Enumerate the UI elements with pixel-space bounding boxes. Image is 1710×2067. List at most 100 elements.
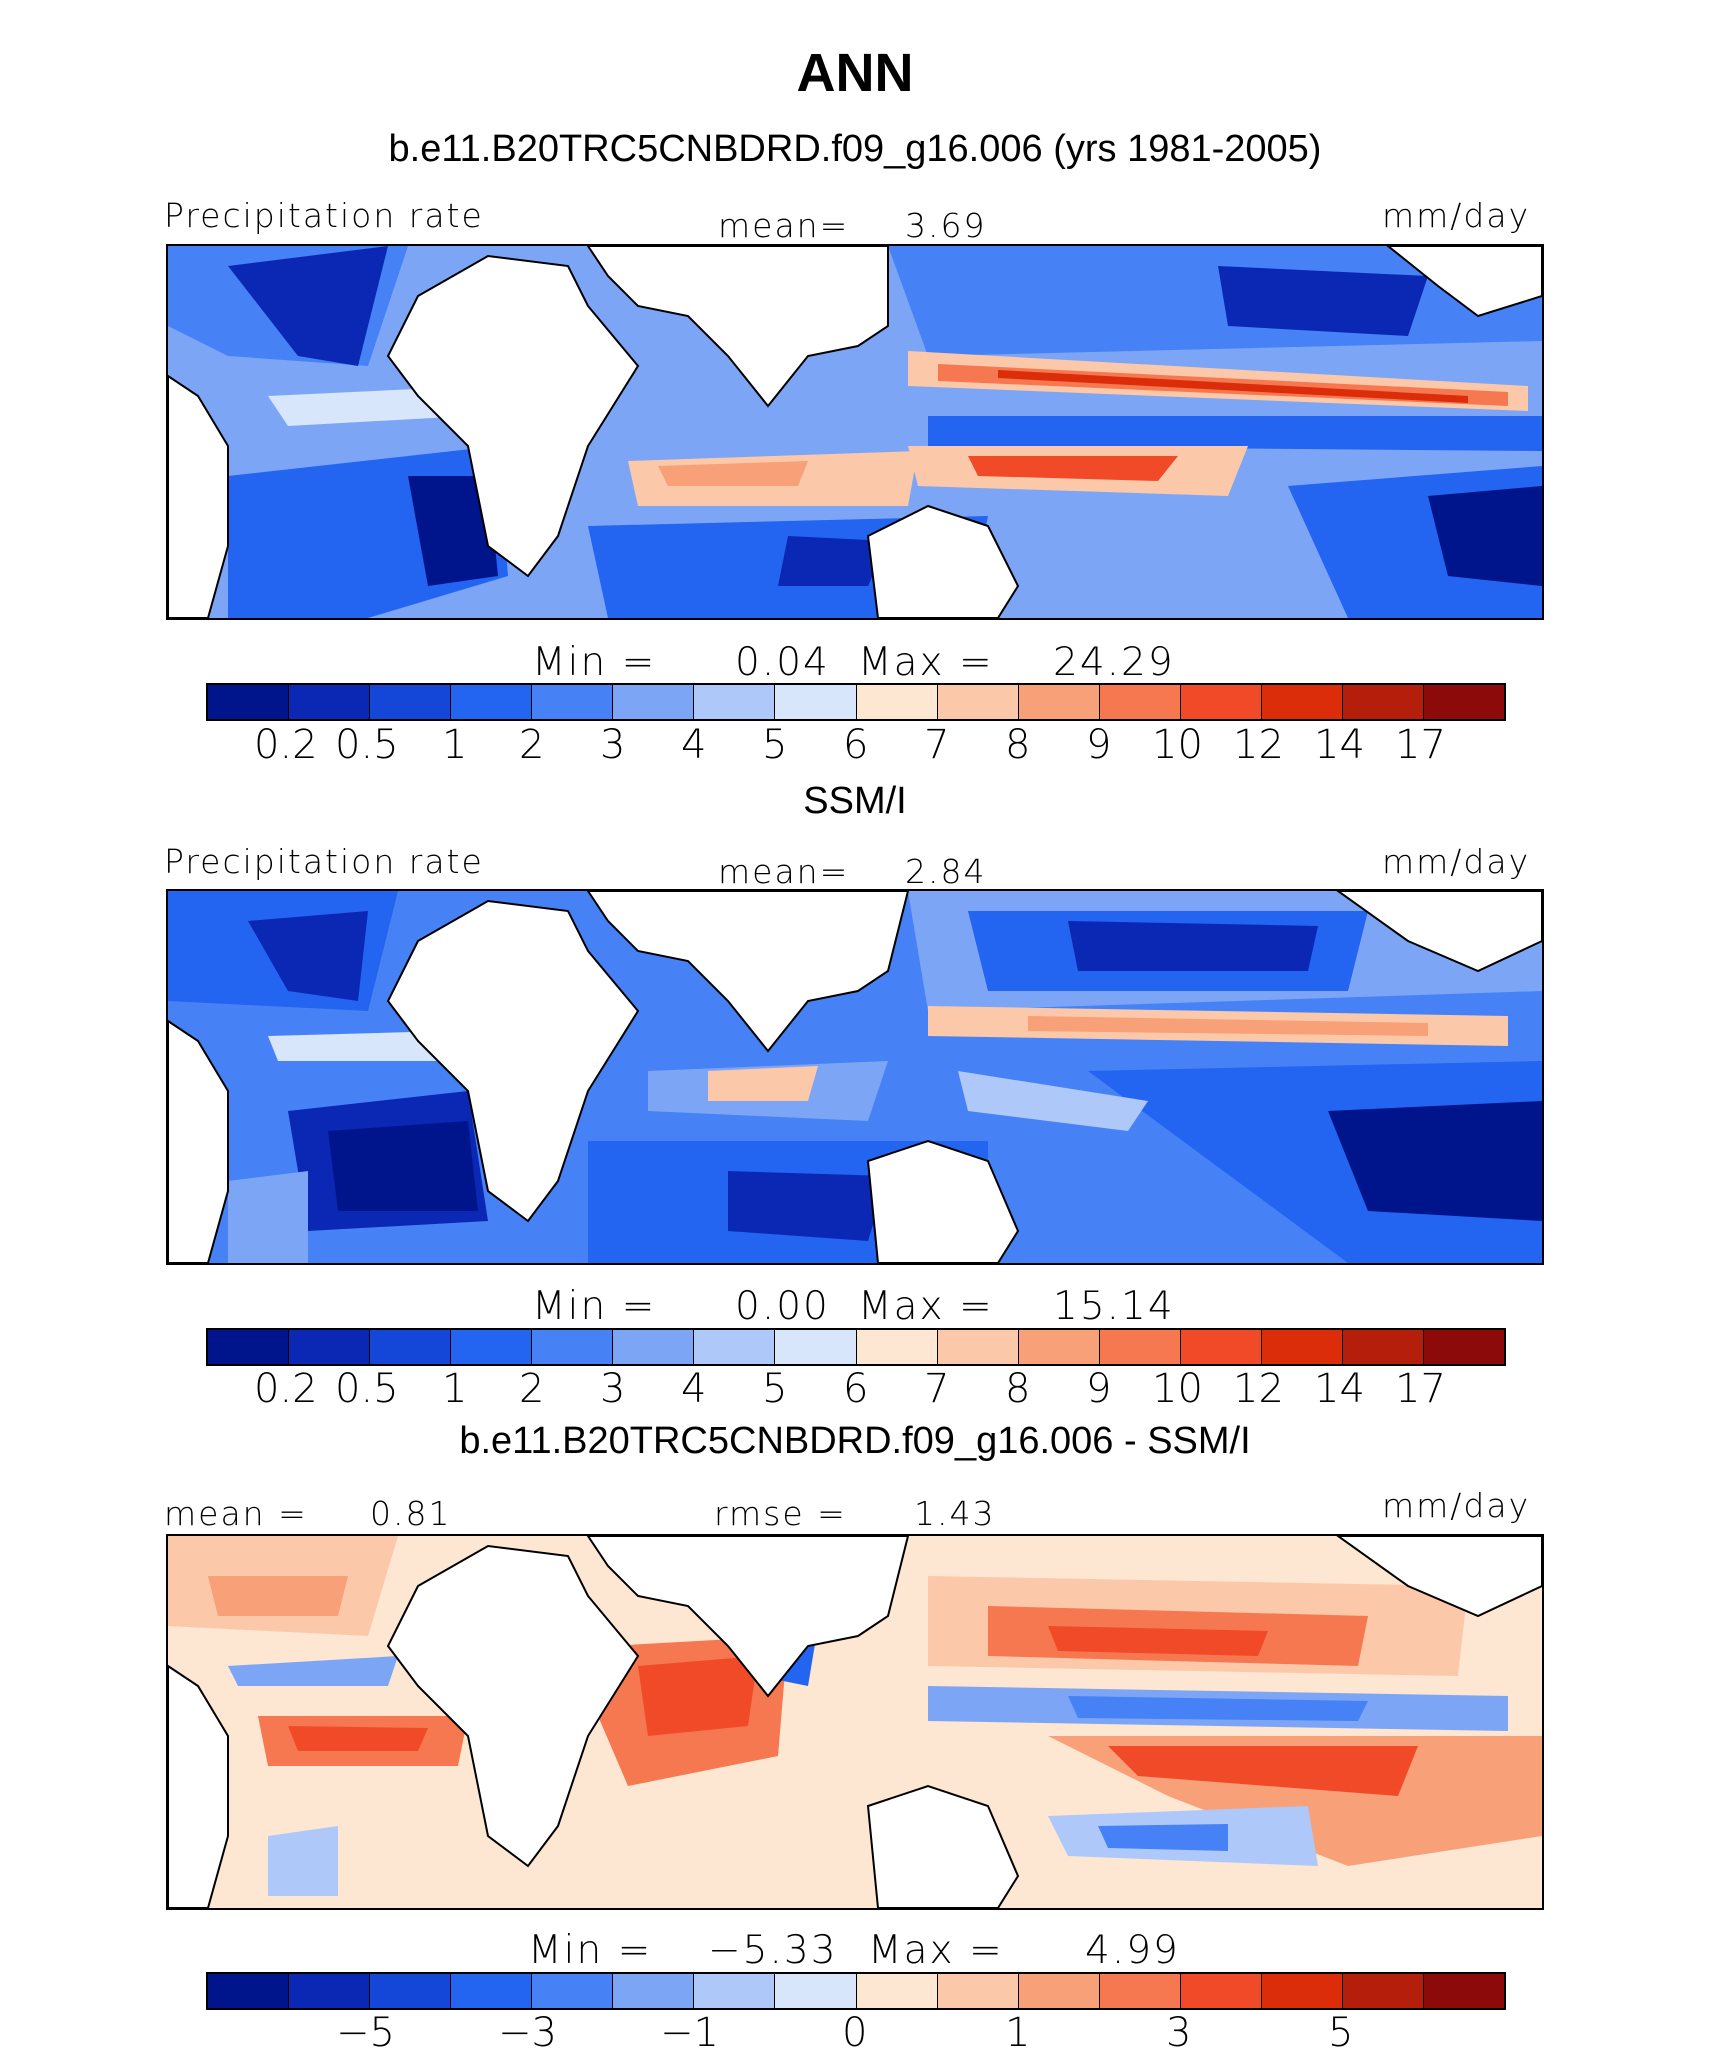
colorbar-swatch [775,1974,857,2008]
panel1-tick: 2 [519,722,545,768]
africa-land [386,899,640,1223]
colorbar-swatch [1018,1330,1100,1364]
panel1-tick: 1 [442,722,468,768]
panel2-tick: 17 [1395,1366,1446,1412]
precip-region [408,476,498,586]
asia-land [586,891,910,1053]
panel3-colorbar [206,1972,1506,2010]
panel2-tick: 9 [1086,1366,1112,1412]
precip-region [968,456,1178,481]
precip-region [658,461,808,486]
south-america-land [168,1664,229,1908]
colorbar-swatch [613,1974,695,2008]
panel3-subtitle: b.e11.B20TRC5CNBDRD.f09_g16.006 - SSM/I [459,1420,1251,1462]
colorbar-swatch [937,1330,1019,1364]
panel3-tick: 1 [1005,2010,1031,2056]
colorbar-swatch [1180,685,1262,719]
colorbar-swatch [856,1974,938,2008]
australia-land [866,504,1020,618]
panel1-max-value: 24.29 [1053,640,1175,685]
panel2-mean-label: mean= [718,852,850,891]
panel2-tick: 8 [1005,1366,1031,1412]
panel1-tick: 8 [1005,722,1031,768]
panel1-tick: 12 [1233,722,1284,768]
panel2-tick: 5 [762,1366,788,1412]
panel2-tick: 12 [1233,1366,1284,1412]
panel1-min-value: 0.04 [735,640,830,685]
panel2-tick: 3 [600,1366,626,1412]
panel1-subtitle: b.e11.B20TRC5CNBDRD.f09_g16.006 (yrs 198… [388,128,1322,170]
panel1-max-label: Max = [858,640,994,685]
precip-region [1098,1824,1228,1851]
panel3-min-value: −5.33 [708,1928,838,1973]
precip-region [268,1826,338,1896]
panel1-variable-label: Precipitation rate [164,196,484,235]
colorbar-swatch [937,1974,1019,2008]
colorbar-swatch [1099,1974,1181,2008]
colorbar-swatch [208,685,290,719]
asia-land [586,246,889,408]
colorbar-swatch [532,1330,614,1364]
colorbar-swatch [613,1330,695,1364]
asia-land [586,1536,910,1698]
australia-land [866,1784,1020,1908]
colorbar-swatch [1342,1974,1424,2008]
panel3-rmse-label: rmse = [714,1494,847,1533]
panel1-tick: 10 [1152,722,1203,768]
colorbar-swatch [1423,1330,1504,1364]
precip-region [708,1066,818,1101]
panel1-min-label: Min = [532,640,657,685]
colorbar-swatch [1261,1330,1343,1364]
panel2-tick: 0.2 [254,1366,318,1412]
south-america-land [168,374,229,618]
precip-region [1108,1746,1418,1796]
panel3-max-value: 4.99 [1085,1928,1180,1973]
panel1-tick: 9 [1086,722,1112,768]
precip-region [998,370,1468,403]
panel2-units-label: mm/day [1382,842,1531,881]
panel2-subtitle: SSM/I [803,780,907,822]
precip-region [1328,1101,1542,1221]
colorbar-swatch [289,1330,371,1364]
precip-region [228,1171,308,1263]
panel1-tick: 4 [681,722,707,768]
panel3-max-label: Max = [868,1928,1004,1973]
panel3-map [166,1534,1544,1910]
precip-region [1028,1016,1428,1036]
colorbar-swatch [451,685,533,719]
colorbar-swatch [1342,1330,1424,1364]
colorbar-swatch [208,1330,290,1364]
panel2-min-label: Min = [532,1284,657,1329]
colorbar-swatch [856,1330,938,1364]
precip-region [228,1656,398,1686]
colorbar-swatch [532,1974,614,2008]
precip-region [1068,921,1318,971]
panel2-max-value: 15.14 [1053,1284,1175,1329]
colorbar-swatch [1423,1974,1504,2008]
australia-land [866,1139,1020,1263]
precip-region [268,1031,448,1061]
panel3-mean-value: 0.81 [370,1494,452,1533]
colorbar-swatch [451,1974,533,2008]
colorbar-swatch [1018,685,1100,719]
colorbar-swatch [937,685,1019,719]
panel1-mean-label: mean= [718,206,850,245]
colorbar-swatch [694,1330,776,1364]
africa-land [386,1544,640,1868]
colorbar-swatch [451,1330,533,1364]
panel1-mean-value: 3.69 [905,206,987,245]
precip-region [638,1656,758,1736]
panel2-tick: 2 [519,1366,545,1412]
colorbar-swatch [694,1974,776,2008]
precip-region [328,1121,478,1211]
panel3-tick: 0 [842,2010,868,2056]
panel3-tick: −1 [660,2010,719,2056]
colorbar-swatch [208,1974,290,2008]
panel2-max-label: Max = [858,1284,994,1329]
panel1-map [166,244,1544,620]
colorbar-swatch [1180,1330,1262,1364]
colorbar-swatch [289,1974,371,2008]
page-title: ANN [796,43,914,103]
precip-region [228,246,388,366]
colorbar-swatch [289,685,371,719]
